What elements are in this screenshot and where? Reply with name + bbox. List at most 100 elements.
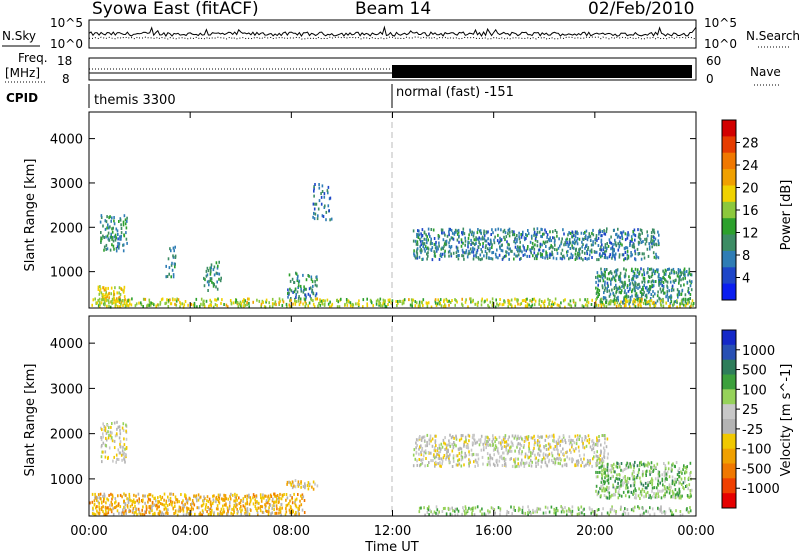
data-point: [313, 189, 315, 193]
data-point: [686, 465, 688, 469]
data-point: [501, 257, 504, 261]
data-point: [478, 443, 481, 447]
data-point: [670, 494, 673, 498]
data-point: [626, 461, 628, 465]
data-point: [460, 464, 463, 468]
data-point: [485, 239, 488, 243]
data-point: [193, 304, 196, 308]
data-point: [681, 471, 683, 475]
data-point: [605, 299, 608, 303]
data-point: [163, 498, 165, 502]
data-point: [607, 272, 610, 276]
data-point: [231, 493, 234, 497]
data-point: [105, 243, 108, 247]
data-point: [676, 288, 679, 292]
data-point: [300, 287, 302, 291]
data-point: [586, 238, 589, 242]
data-point: [633, 298, 635, 302]
data-point: [106, 247, 109, 251]
data-point: [688, 279, 691, 283]
data-point: [305, 278, 308, 282]
data-point: [256, 508, 258, 512]
data-point: [641, 291, 643, 295]
data-point: [609, 300, 611, 304]
data-point: [433, 448, 435, 452]
data-point: [312, 299, 314, 303]
colorbar-swatch: [722, 152, 736, 170]
data-point: [516, 298, 518, 302]
data-point: [292, 302, 294, 306]
data-point: [663, 485, 666, 488]
data-point: [630, 490, 633, 494]
data-point: [633, 243, 635, 247]
data-point: [600, 245, 602, 249]
data-point: [250, 498, 252, 502]
data-point: [95, 495, 97, 499]
data-point: [349, 301, 352, 305]
data-point: [667, 298, 669, 302]
data-point: [467, 252, 470, 256]
data-point: [612, 483, 614, 487]
data-point: [673, 464, 676, 468]
data-point: [647, 493, 650, 497]
data-point: [302, 290, 305, 294]
data-point: [634, 505, 636, 509]
data-point: [460, 450, 463, 454]
data-point: [638, 282, 640, 286]
data-point: [111, 436, 113, 440]
data-point: [618, 255, 621, 259]
data-point: [290, 483, 292, 487]
data-point: [591, 439, 594, 443]
data-point: [606, 287, 608, 291]
data-point: [100, 291, 103, 295]
data-point: [520, 452, 523, 456]
data-point: [540, 304, 542, 308]
data-point: [210, 300, 213, 304]
data-point: [382, 298, 385, 302]
data-point: [614, 479, 616, 483]
data-point: [103, 425, 106, 428]
data-point: [416, 240, 419, 244]
data-point: [648, 245, 651, 249]
data-point: [585, 244, 587, 248]
data-point: [225, 303, 228, 307]
data-point: [657, 506, 659, 510]
data-point: [325, 210, 328, 214]
data-point: [473, 238, 476, 242]
data-point: [175, 299, 178, 303]
data-point: [577, 460, 580, 464]
data-point: [531, 299, 533, 303]
data-point: [103, 512, 105, 516]
data-point: [437, 236, 440, 240]
data-point: [206, 499, 208, 503]
data-point: [662, 300, 665, 304]
data-point: [677, 493, 680, 497]
nsky-label: N.Sky: [2, 29, 36, 43]
data-point: [347, 299, 350, 303]
data-point: [645, 299, 647, 303]
data-point: [675, 461, 678, 464]
data-point: [116, 457, 118, 461]
data-point: [209, 303, 212, 307]
data-point: [412, 464, 415, 468]
data-point: [648, 279, 650, 283]
data-point: [677, 469, 679, 473]
data-point: [101, 444, 103, 447]
data-point: [578, 512, 580, 516]
data-point: [684, 293, 687, 297]
data-point: [207, 512, 210, 516]
data-point: [109, 248, 112, 252]
data-point: [677, 480, 680, 483]
data-point: [153, 497, 155, 501]
data-point: [545, 444, 547, 448]
range-tick-label: 3000: [50, 177, 83, 192]
data-point: [436, 302, 439, 306]
data-point: [286, 480, 289, 484]
data-point: [438, 510, 440, 514]
data-point: [120, 287, 123, 291]
data-point: [522, 445, 525, 449]
data-point: [369, 298, 372, 302]
data-point: [114, 501, 116, 505]
data-point: [577, 232, 579, 236]
data-point: [626, 236, 629, 240]
